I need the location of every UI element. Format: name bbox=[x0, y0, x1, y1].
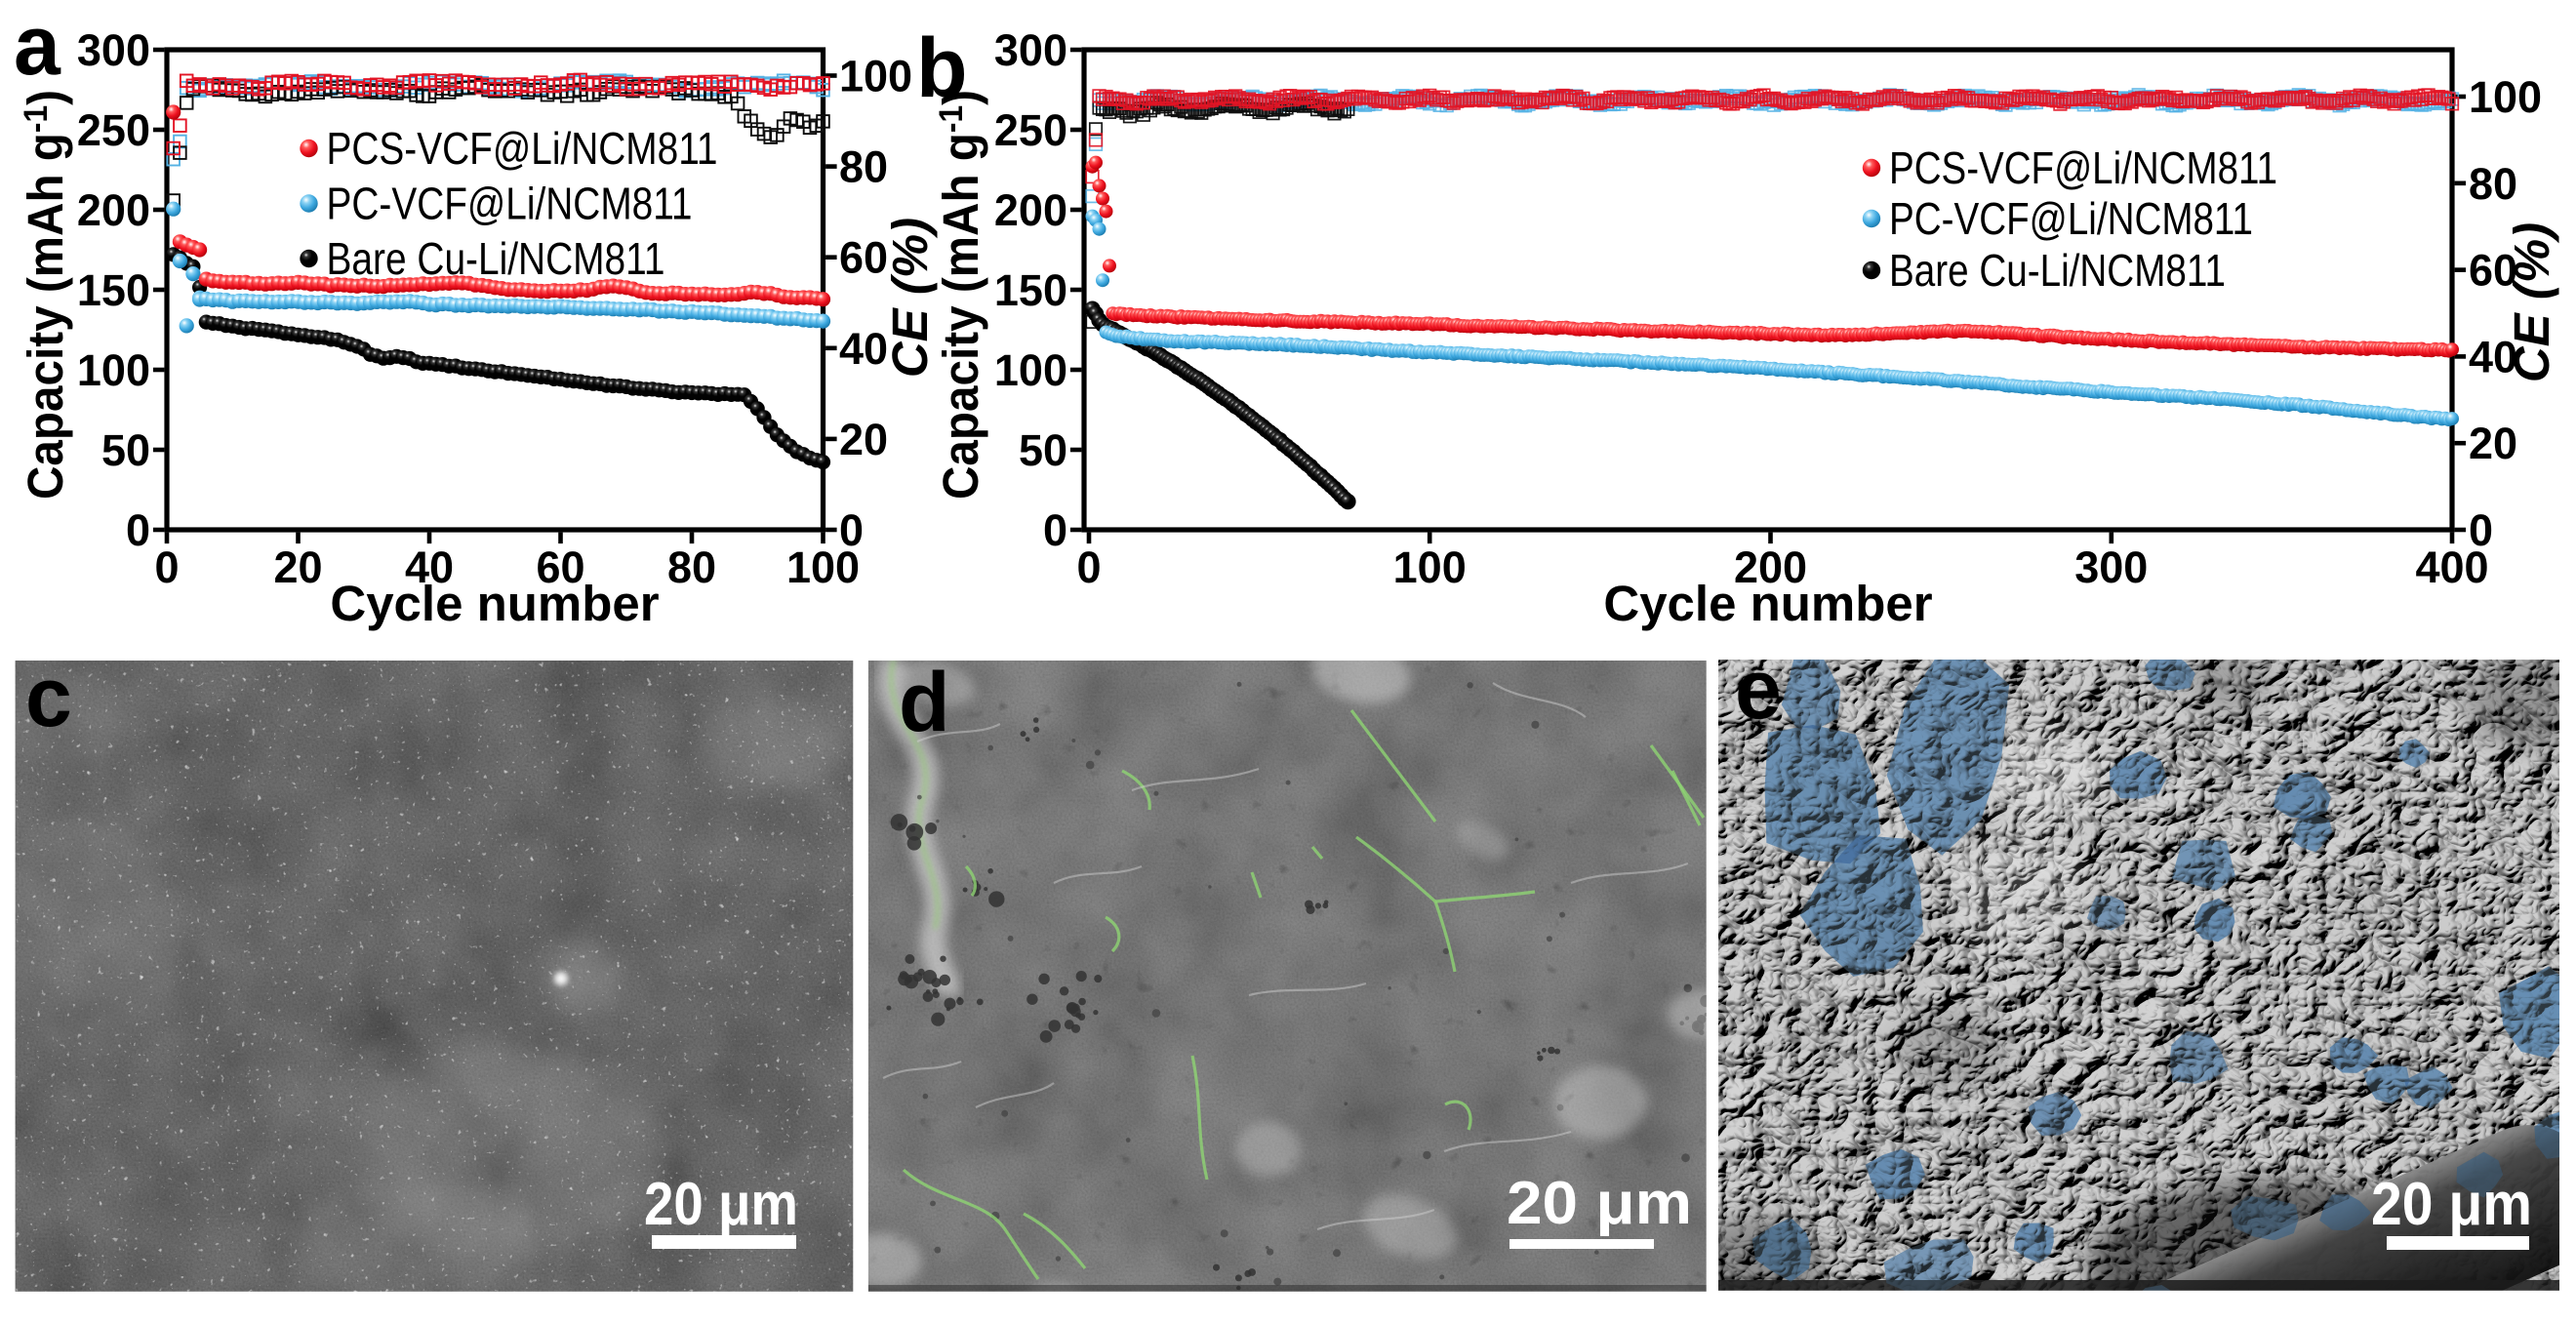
svg-text:d: d bbox=[899, 656, 950, 749]
svg-text:20 μm: 20 μm bbox=[644, 1171, 798, 1238]
svg-text:100: 100 bbox=[77, 345, 150, 395]
svg-text:150: 150 bbox=[77, 265, 150, 315]
svg-text:PC-VCF@Li/NCM811: PC-VCF@Li/NCM811 bbox=[327, 179, 693, 229]
svg-text:20: 20 bbox=[839, 415, 888, 464]
svg-text:50: 50 bbox=[101, 425, 150, 475]
svg-text:Cycle number: Cycle number bbox=[1603, 576, 1932, 631]
svg-text:0: 0 bbox=[2469, 505, 2493, 555]
svg-text:100: 100 bbox=[1393, 542, 1467, 592]
svg-text:80: 80 bbox=[2469, 159, 2517, 209]
svg-text:100: 100 bbox=[839, 52, 912, 101]
svg-text:250: 250 bbox=[994, 105, 1067, 155]
svg-text:0: 0 bbox=[1076, 542, 1101, 592]
svg-text:40: 40 bbox=[405, 542, 454, 592]
svg-text:PCS-VCF@Li/NCM811: PCS-VCF@Li/NCM811 bbox=[1889, 142, 2277, 193]
svg-text:300: 300 bbox=[994, 25, 1067, 75]
svg-text:200: 200 bbox=[77, 185, 150, 235]
svg-text:Capacity (mAh g-1): Capacity (mAh g-1) bbox=[933, 90, 988, 500]
svg-text:300: 300 bbox=[2074, 542, 2148, 592]
svg-text:40: 40 bbox=[839, 324, 888, 374]
svg-text:0: 0 bbox=[839, 505, 864, 555]
svg-text:60: 60 bbox=[536, 542, 584, 592]
svg-text:CE (%): CE (%) bbox=[882, 218, 938, 378]
svg-text:e: e bbox=[1735, 643, 1782, 737]
svg-text:150: 150 bbox=[994, 265, 1067, 315]
svg-text:80: 80 bbox=[667, 542, 716, 592]
svg-text:Bare Cu-Li/NCM811: Bare Cu-Li/NCM811 bbox=[1889, 245, 2226, 296]
svg-text:0: 0 bbox=[1043, 505, 1067, 555]
svg-text:20: 20 bbox=[2469, 419, 2517, 468]
svg-text:100: 100 bbox=[994, 345, 1067, 395]
svg-text:100: 100 bbox=[786, 542, 860, 592]
svg-text:300: 300 bbox=[77, 25, 150, 75]
svg-text:c: c bbox=[25, 651, 72, 744]
svg-text:PCS-VCF@Li/NCM811: PCS-VCF@Li/NCM811 bbox=[327, 123, 718, 174]
svg-text:200: 200 bbox=[1734, 542, 1807, 592]
svg-text:50: 50 bbox=[1019, 425, 1067, 475]
svg-text:b: b bbox=[916, 21, 968, 115]
svg-text:60: 60 bbox=[2469, 246, 2517, 296]
svg-text:0: 0 bbox=[126, 505, 150, 555]
svg-text:100: 100 bbox=[2469, 72, 2542, 122]
svg-text:80: 80 bbox=[839, 142, 888, 192]
svg-text:400: 400 bbox=[2415, 542, 2488, 592]
svg-text:Bare Cu-Li/NCM811: Bare Cu-Li/NCM811 bbox=[327, 233, 665, 284]
svg-text:40: 40 bbox=[2469, 332, 2517, 381]
svg-text:200: 200 bbox=[994, 185, 1067, 235]
svg-text:250: 250 bbox=[77, 105, 150, 155]
svg-text:20: 20 bbox=[273, 542, 322, 592]
svg-text:PC-VCF@Li/NCM811: PC-VCF@Li/NCM811 bbox=[1889, 193, 2253, 244]
svg-text:20 μm: 20 μm bbox=[1507, 1170, 1692, 1237]
svg-text:Cycle number: Cycle number bbox=[330, 576, 659, 631]
svg-text:60: 60 bbox=[839, 233, 888, 283]
svg-text:0: 0 bbox=[154, 542, 179, 592]
svg-text:Capacity (mAh g-1): Capacity (mAh g-1) bbox=[18, 90, 73, 500]
svg-text:a: a bbox=[14, 0, 61, 93]
svg-text:CE (%): CE (%) bbox=[2504, 222, 2559, 382]
svg-text:20 μm: 20 μm bbox=[2371, 1171, 2532, 1238]
